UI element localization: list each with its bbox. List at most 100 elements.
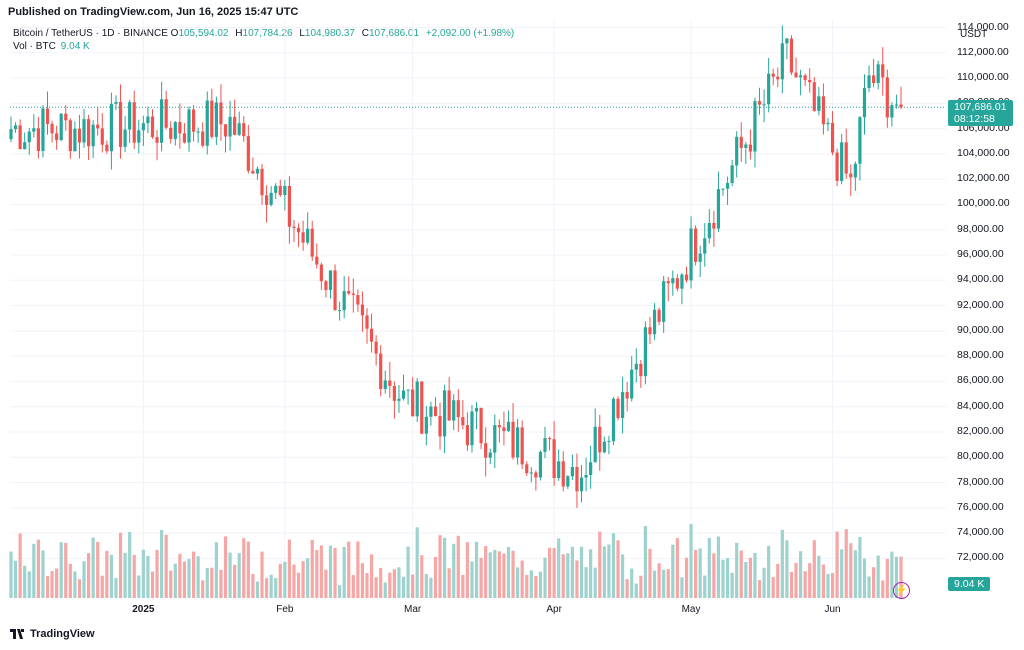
candle-body [401,390,406,399]
volume-bar [55,568,59,598]
price-tick-label: 78,000.00 [957,475,1004,488]
change-value: +2,092.00 (+1.98%) [425,28,515,39]
candle-body [233,116,237,135]
volume-bar [616,540,620,598]
candle-body [296,228,301,233]
candle-body [506,421,511,432]
candle-body [876,64,880,84]
candle-body [155,137,159,143]
volume-bar [794,562,798,598]
candle-body [456,400,460,418]
price-chart[interactable] [0,0,948,600]
candle-body [141,123,145,131]
footer-brand[interactable]: TradingView [10,628,95,640]
lightning-icon[interactable]: ⚡ [893,582,910,599]
candle-body [201,131,205,146]
candle-body [150,116,155,138]
volume-bar [82,561,86,598]
low-key: L [299,28,305,39]
volume-bar [383,582,387,598]
candle-body [118,102,123,147]
volume-bar [853,550,857,598]
candle-body [794,72,798,78]
candle-body [187,109,191,143]
volume-bar [890,551,894,598]
candle-body [210,100,214,137]
volume-bar [835,531,839,598]
volume-label[interactable]: Vol · BTC [13,41,56,52]
volume-bar [789,571,794,598]
candle-body [694,228,698,262]
candle-body [611,398,616,442]
volume-bar [881,580,885,598]
currency-unit[interactable]: USDT [960,29,988,40]
candle-body [82,119,86,143]
volume-bar [570,546,574,598]
volume-bar [497,551,501,598]
volume-bar [150,571,155,598]
candle-body [246,136,250,171]
candle-body [411,389,415,417]
candle-body [191,109,196,132]
candle-body [338,310,342,312]
price-tick-label: 72,000.00 [957,551,1004,564]
candle-body [698,253,702,262]
volume-bar [639,575,643,598]
candle-body [648,327,652,335]
volume-bar [598,531,602,598]
volume-bar [611,533,616,598]
candle-body [767,73,771,105]
candles [9,25,903,508]
candle-body [671,278,675,284]
candle-body [310,228,314,257]
volume-bar [146,555,150,598]
volume-bar [840,549,844,598]
volume-bar [566,553,570,598]
candle-body [639,363,643,377]
candle-body [452,400,456,421]
volume-bar [397,567,401,598]
price-tick-label: 100,000.00 [957,197,1010,210]
volume-bar [516,567,520,598]
open-value: 105,594.02 [178,28,229,39]
volume-bar [32,543,36,598]
volume-bar [242,538,246,598]
volume-bar [23,565,27,598]
candle-body [798,75,803,78]
candle-body [73,128,77,152]
volume-bar [328,545,333,598]
candle-body [45,108,50,124]
close-value: 107,686.01 [369,28,420,39]
volume-bar [493,549,497,598]
candle-body [205,100,209,146]
volume-bar [137,575,141,598]
volume-bar [319,545,323,598]
volume-bar [342,546,346,598]
volume-bar [652,570,657,598]
volume-bar [86,553,91,598]
volume-bar [620,554,625,598]
volume-bar [251,573,255,598]
candle-body [885,77,889,118]
volume-bar [401,576,406,598]
volume-bar [27,571,31,598]
candle-body [264,195,269,205]
volume-bar [164,534,168,598]
volume-bar [589,549,593,598]
volume-bar [452,543,456,598]
volume-bar [552,548,556,598]
symbol-name[interactable]: Bitcoin / TetherUS · 1D · BINANCE [13,28,168,39]
volume-bar [287,539,292,598]
price-tick-label: 82,000.00 [957,424,1004,437]
open-key: O [170,28,179,39]
candle-body [771,73,775,77]
candle-body [497,425,501,428]
candle-body [684,274,689,281]
volume-bar [730,572,734,598]
candle-body [753,101,757,152]
candle-body [228,116,232,137]
candle-body [415,381,419,417]
volume-bar [808,563,812,598]
symbol-legend: Bitcoin / TetherUS · 1D · BINANCE O105,5… [13,28,518,39]
candle-body [9,129,13,140]
